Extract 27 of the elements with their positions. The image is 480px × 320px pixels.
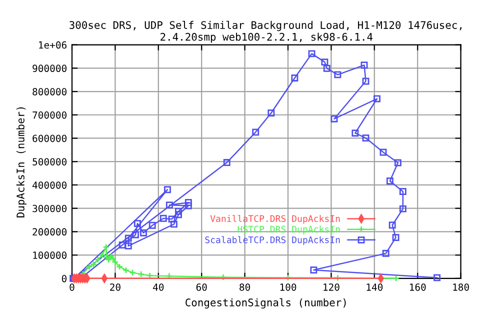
y-tick-label: 700000 — [32, 111, 67, 119]
y-tick-label: 600000 — [32, 134, 67, 142]
chart-title: 300sec DRS, UDP Self Similar Background Load, H1-M120 1476usec, 2.4.20smp web100-2.2.1, sk98-6.1.4 — [70, 20, 462, 43]
y-tick-label: 800000 — [32, 88, 67, 96]
x-axis-title: CongestionSignals (number) — [186, 298, 346, 308]
y-tick-label: 900000 — [32, 64, 67, 72]
y-tick-label: 0 — [62, 274, 67, 282]
x-tick-label: 0 — [70, 283, 74, 291]
x-tick-label: 60 — [196, 283, 207, 291]
x-tick-label: 140 — [366, 283, 383, 291]
x-tick-label: 80 — [240, 283, 250, 291]
y-tick-label: 1e+06 — [39, 41, 67, 49]
legend-label: HSTCP.DRS DupAcksIn — [238, 226, 340, 234]
y-tick-label: 300000 — [32, 204, 67, 212]
x-tick-label: 160 — [410, 283, 426, 291]
y-tick-label: 400000 — [32, 181, 67, 189]
y-tick-label: 100000 — [33, 252, 67, 259]
x-tick-label: 120 — [324, 283, 340, 291]
x-tick-label: 40 — [153, 283, 164, 291]
legend-label: VanillaTCP.DRS DupAcksIn — [210, 214, 340, 224]
y-axis-title: DupAcksIn (number) — [16, 107, 26, 218]
y-tick-label: 500000 — [32, 158, 67, 166]
x-tick-label: 180 — [453, 283, 469, 291]
x-tick-label: 100 — [280, 283, 296, 291]
y-tick-label: 200000 — [32, 228, 67, 236]
x-tick-label: 20 — [110, 283, 120, 291]
legend-label: ScalableTCP.DRS DupAcksIn — [205, 236, 340, 245]
